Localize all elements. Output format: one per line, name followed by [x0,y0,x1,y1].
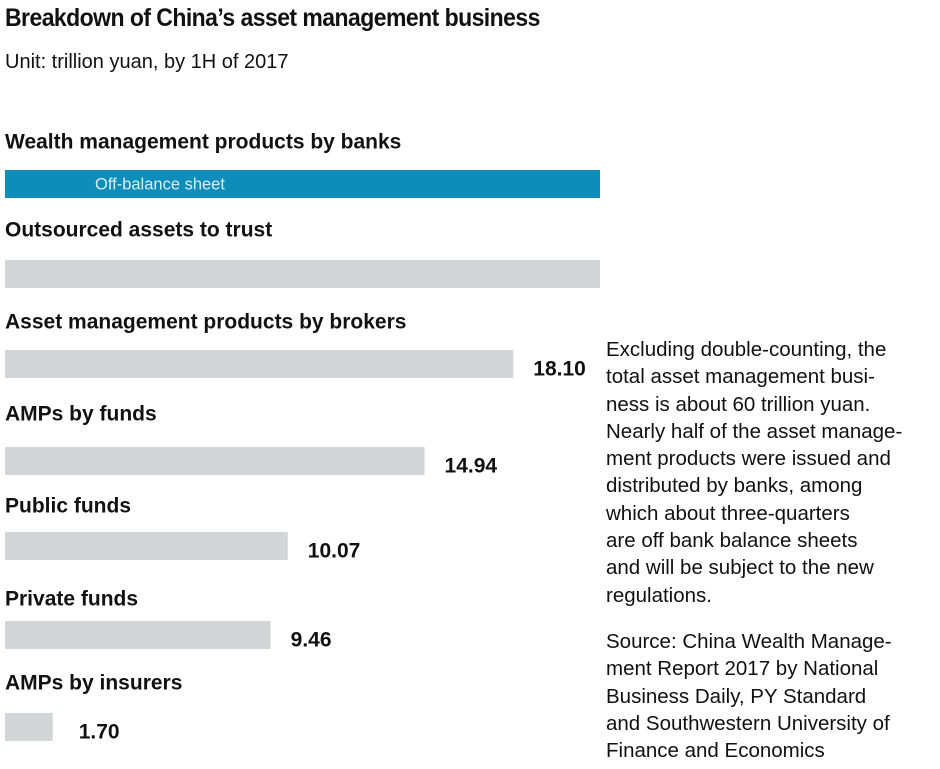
value-label: 10.07 [308,540,361,563]
source-note: Source: China Wealth Manage- ment Report… [606,630,892,763]
category-label: Outsourced assets to trust [5,219,272,242]
bar [5,621,271,649]
bar-chart: Wealth management products by banks Off-b… [5,131,600,744]
category-label: AMPs by funds [5,403,157,426]
value-label: 9.46 [291,629,332,652]
bar [5,532,288,560]
category-label: Public funds [5,495,131,518]
bar [5,350,514,378]
value-label: 1.70 [79,721,120,744]
value-label: 18.10 [533,358,586,381]
chart-title: Breakdown of China’s asset management bu… [5,4,540,32]
bar-segment-off-balance [5,170,600,198]
value-label: 14.94 [445,455,498,478]
category-label: Asset management products by brokers [5,311,406,334]
chart-subtitle: Unit: trillion yuan, by 1H of 2017 [5,51,289,73]
bar [5,447,425,475]
bar [5,713,53,741]
segment-label: Off-balance sheet [95,175,225,193]
bar [5,260,600,288]
category-label: AMPs by insurers [5,672,182,695]
annotation-note: Excluding double-counting, the total ass… [606,338,903,607]
category-label: Wealth management products by banks [5,131,401,154]
category-label: Private funds [5,588,138,611]
